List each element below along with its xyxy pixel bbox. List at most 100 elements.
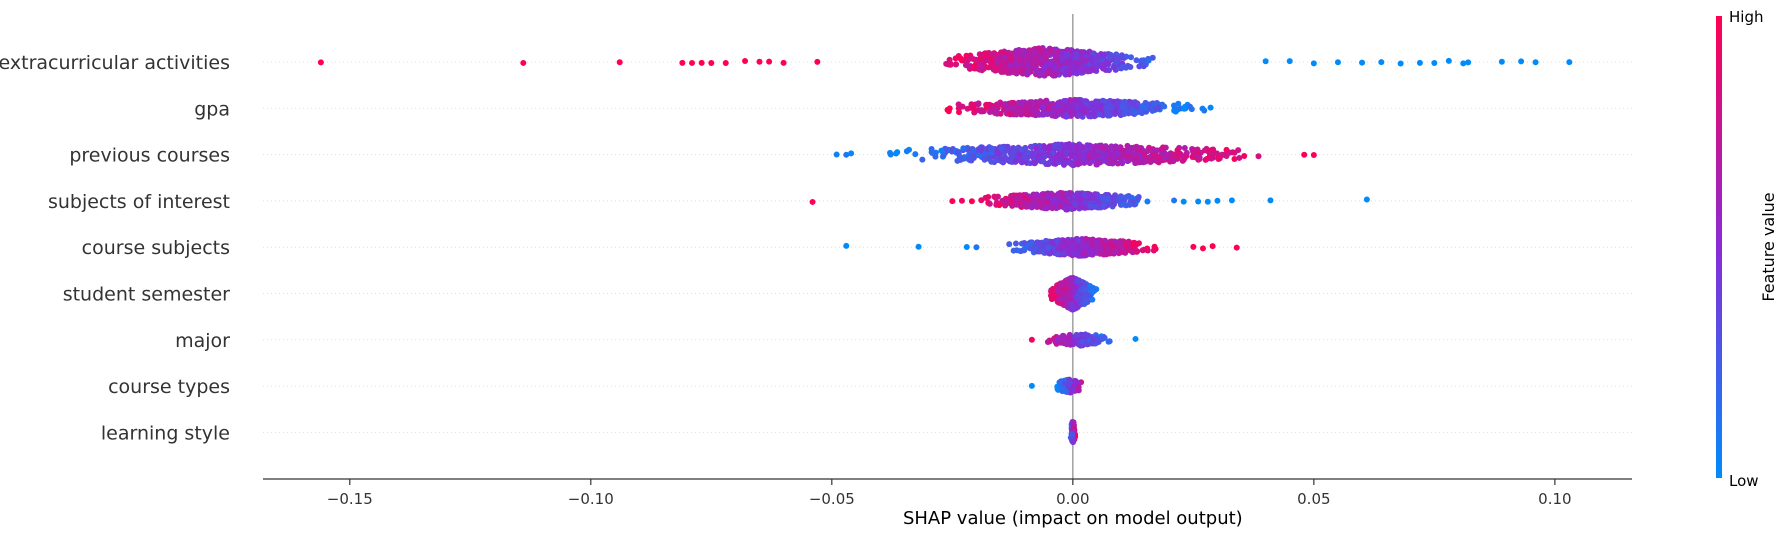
data-point: [1055, 100, 1062, 106]
feature-label: student semester: [63, 284, 230, 306]
data-point: [1010, 99, 1017, 106]
data-point: [992, 194, 999, 201]
data-point: [1100, 151, 1107, 158]
data-point: [1139, 158, 1146, 165]
data-point: [1018, 158, 1025, 165]
outlier-point: [1465, 59, 1472, 66]
data-point: [1034, 152, 1041, 159]
data-point: [1075, 111, 1082, 118]
data-point: [1046, 159, 1053, 166]
data-point: [1032, 245, 1039, 252]
data-point: [999, 64, 1006, 71]
data-point: [1101, 98, 1108, 105]
data-point: [1046, 338, 1053, 345]
data-point: [981, 156, 988, 163]
data-point: [1160, 144, 1167, 151]
outlier-point: [722, 59, 729, 66]
data-point: [1002, 100, 1009, 107]
data-point: [956, 109, 962, 116]
data-point: [952, 61, 959, 68]
data-point: [1080, 108, 1087, 115]
data-point: [1006, 241, 1013, 248]
data-point: [1149, 54, 1156, 61]
data-point: [992, 67, 999, 74]
data-point: [903, 148, 910, 155]
data-point: [1005, 110, 1012, 117]
data-point: [1072, 379, 1079, 386]
outlier-point: [833, 151, 840, 158]
outlier-point: [1378, 59, 1385, 66]
data-point: [1028, 59, 1035, 66]
data-point: [1125, 240, 1132, 247]
data-point: [1162, 151, 1169, 158]
data-point: [1044, 52, 1051, 59]
data-point: [985, 194, 992, 201]
data-point: [1096, 158, 1103, 165]
data-point: [1111, 201, 1118, 208]
data-point: [1038, 148, 1045, 155]
data-point: [1069, 306, 1076, 313]
data-point: [1133, 57, 1140, 64]
data-point: [996, 53, 1003, 60]
data-point: [997, 110, 1004, 117]
data-point: [1215, 156, 1222, 163]
data-point: [1114, 239, 1121, 246]
outlier-point: [1132, 335, 1139, 342]
data-point: [1131, 151, 1138, 158]
data-point: [1058, 106, 1065, 113]
data-point: [1084, 193, 1091, 200]
data-point: [1134, 196, 1141, 203]
data-point: [1100, 202, 1107, 209]
x-tick-label: −0.10: [568, 490, 614, 508]
outlier-point: [698, 59, 705, 66]
data-point: [1081, 249, 1088, 256]
outlier-point: [317, 59, 324, 66]
data-point: [1231, 156, 1238, 163]
data-point: [1105, 67, 1112, 74]
outlier-point: [973, 244, 980, 251]
data-point: [1059, 48, 1066, 55]
data-point: [1180, 156, 1187, 163]
data-point: [1062, 70, 1069, 77]
data-point: [1046, 143, 1053, 150]
data-point: [1061, 98, 1068, 105]
data-point: [1125, 147, 1132, 154]
outlier-point: [1532, 59, 1539, 66]
outlier-point: [963, 244, 970, 251]
x-axis-title: SHAP value (impact on model output): [903, 508, 1243, 529]
data-point: [1001, 59, 1008, 66]
feature-label: gpa: [194, 98, 230, 120]
data-point: [1092, 203, 1099, 210]
data-point: [1089, 247, 1096, 254]
data-point: [1087, 203, 1094, 210]
data-point: [1067, 295, 1074, 302]
data-point: [1104, 245, 1111, 252]
outlier-point: [1209, 243, 1216, 250]
data-point: [960, 145, 967, 152]
data-point: [1213, 150, 1220, 157]
data-point: [1196, 154, 1203, 161]
data-point: [975, 152, 982, 159]
feature-label: major: [175, 330, 230, 352]
data-point: [946, 56, 953, 63]
data-point: [1078, 49, 1085, 56]
data-point: [1077, 102, 1084, 109]
data-point: [1067, 151, 1074, 158]
data-point: [1074, 237, 1081, 244]
data-point: [1209, 151, 1216, 158]
data-point: [1088, 241, 1095, 248]
data-point: [1189, 154, 1196, 161]
outlier-point: [1310, 60, 1317, 67]
data-point: [1151, 100, 1158, 107]
outlier-point: [1228, 197, 1235, 204]
outlier-point: [1566, 59, 1573, 66]
data-point: [1034, 239, 1041, 246]
data-point: [1241, 152, 1248, 159]
data-point: [1183, 149, 1190, 156]
data-point: [976, 63, 983, 70]
data-point: [1046, 103, 1053, 110]
data-point: [1119, 63, 1126, 70]
outlier-point: [766, 58, 773, 65]
data-point: [1117, 194, 1124, 201]
